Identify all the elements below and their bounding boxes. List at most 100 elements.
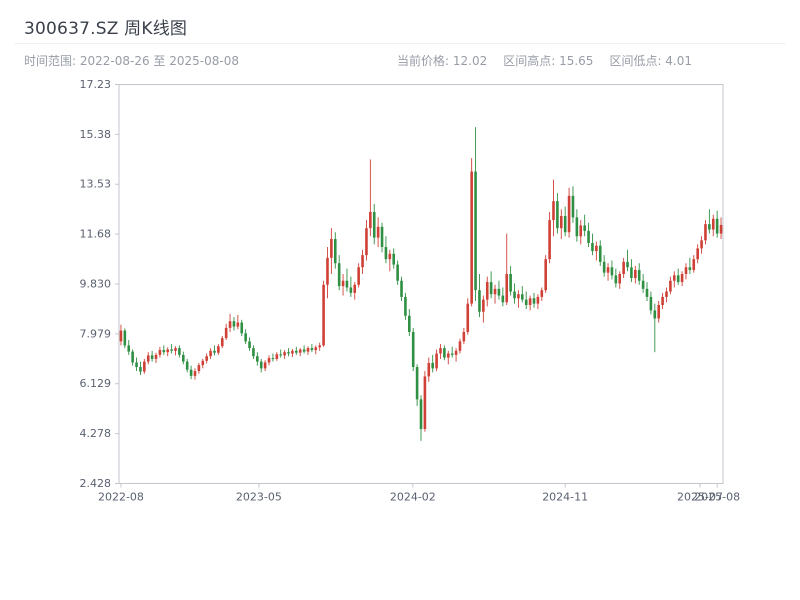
candle-down: [513, 291, 516, 299]
candle-down: [252, 348, 255, 357]
candle-down: [256, 356, 259, 362]
candle-down: [688, 267, 692, 270]
candle-up: [357, 267, 360, 285]
candle-up: [482, 299, 485, 312]
candle-down: [489, 282, 493, 295]
candle-up: [485, 282, 489, 300]
date-range-label: 时间范围: 2022-08-26 至 2025-08-08: [24, 54, 239, 68]
x-axis: 2022-08 2023-05 2024-02 2024-11 2025-072025-…: [98, 483, 740, 504]
candle-up: [439, 348, 442, 354]
candle-up: [427, 362, 431, 377]
candle-down: [271, 358, 275, 360]
candle-up: [314, 347, 318, 351]
candle-up: [146, 355, 150, 362]
candle-up: [376, 226, 380, 238]
candle-up: [618, 273, 622, 284]
candle-down: [497, 288, 501, 296]
candle-down: [641, 280, 645, 289]
x-tick-label: 2025-07: [677, 491, 723, 504]
range-low-label: 区间低点: 4.01: [609, 54, 693, 68]
candle-down: [563, 216, 567, 233]
candle-down: [715, 218, 719, 234]
candle-down: [431, 362, 434, 369]
candle-down: [127, 345, 131, 352]
x-tick-label: 2022-08: [98, 491, 144, 504]
candle-up: [595, 245, 598, 252]
candle-up: [711, 218, 715, 230]
candle-down: [626, 261, 629, 268]
candle-down: [232, 321, 236, 327]
candle-down: [411, 331, 415, 367]
candle-down: [337, 263, 341, 287]
page-title: 300637.SZ 周K线图: [24, 19, 188, 39]
candle-down: [708, 224, 711, 230]
candle-down: [213, 350, 216, 353]
candle-down: [587, 230, 590, 244]
plot-frame: [118, 84, 724, 484]
candle-up: [236, 322, 240, 327]
candle-up: [283, 352, 286, 356]
candle-down: [345, 280, 349, 288]
candle-up: [458, 341, 462, 351]
candle-down: [524, 299, 528, 305]
candle-down: [509, 273, 512, 292]
candle-up: [365, 228, 368, 256]
candle-up: [536, 296, 540, 304]
candle-down: [162, 350, 166, 353]
candle-down: [649, 296, 653, 311]
y-tick-label: 15.38: [80, 128, 112, 141]
candle-down: [630, 267, 633, 279]
candle-down: [302, 349, 306, 352]
candle-down: [501, 295, 505, 303]
candle-down: [310, 348, 314, 351]
range-high-label: 区间高点: 15.65: [503, 54, 594, 68]
candle-down: [404, 296, 407, 316]
candle-down: [598, 245, 602, 262]
candle-down: [279, 354, 283, 356]
candle-up: [341, 280, 345, 287]
candle-up: [661, 296, 664, 305]
candle-down: [400, 280, 403, 297]
candle-down: [139, 366, 142, 372]
candle-up: [205, 356, 208, 361]
candle-up: [306, 348, 310, 352]
candle-down: [474, 171, 477, 291]
candle-down: [131, 351, 134, 363]
current-price-label: 当前价格: 12.02: [397, 54, 488, 68]
candle-up: [369, 212, 372, 229]
candle-up: [700, 240, 703, 249]
candle-up: [318, 345, 321, 348]
candle-down: [645, 288, 649, 297]
candle-up: [559, 216, 563, 229]
candle-down: [676, 275, 680, 283]
candle-up: [548, 220, 551, 260]
candle-up: [517, 294, 520, 299]
candle-up: [326, 257, 329, 285]
candle-down: [450, 353, 454, 355]
candle-down: [653, 310, 657, 319]
candle-up: [322, 284, 325, 346]
y-tick-label: 6.129: [80, 377, 112, 390]
candle-up: [528, 298, 532, 305]
candle-up: [704, 224, 707, 241]
candle-down: [333, 238, 337, 264]
header-divider: [14, 43, 786, 44]
candle-down: [150, 355, 154, 359]
candle-down: [372, 212, 376, 238]
candle-up: [267, 358, 271, 363]
candle-up: [622, 261, 625, 274]
candle-up: [719, 224, 723, 234]
candle-down: [295, 350, 298, 353]
candle-down: [244, 333, 247, 342]
y-axis: 17.23 15.38 13.53 11.68 9.830 7.979 6.129 4.278…: [80, 78, 119, 490]
candle-up: [361, 255, 364, 268]
candle-down: [408, 315, 411, 332]
candle-up: [493, 288, 497, 295]
candle-down: [532, 298, 536, 304]
candle-up: [692, 259, 696, 270]
candle-up: [330, 238, 333, 258]
candle-up: [143, 361, 146, 372]
candle-up: [680, 273, 684, 283]
